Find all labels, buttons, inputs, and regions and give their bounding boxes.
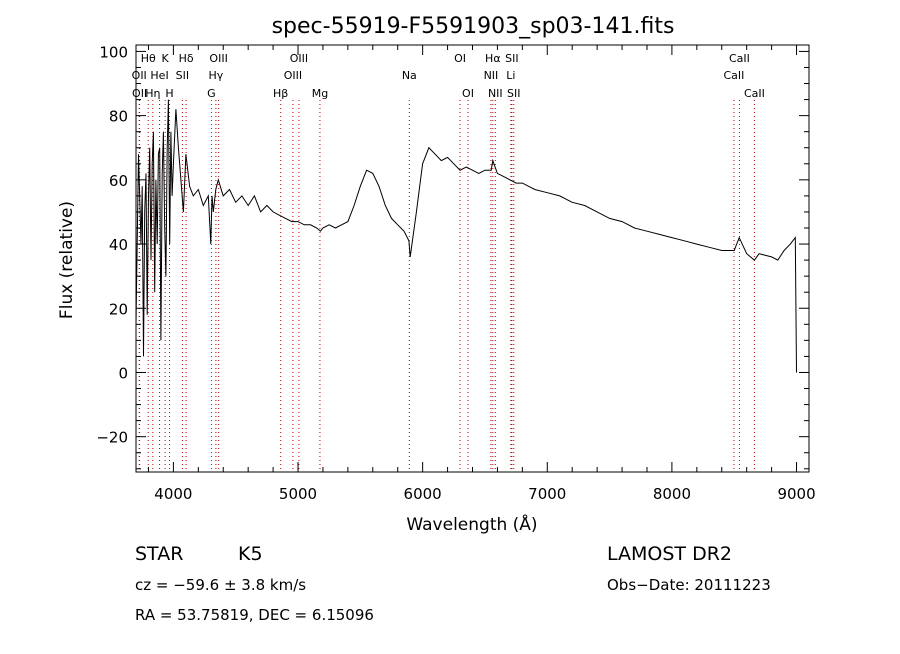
- line-label-25: CaII: [724, 69, 745, 82]
- x-tick-label-1: 5000: [279, 485, 317, 503]
- line-label-11: OIII: [209, 52, 227, 65]
- line-label-12: Hβ: [273, 87, 288, 100]
- line-label-18: OI: [462, 87, 474, 100]
- x-tick-label-5: 9000: [777, 485, 815, 503]
- spectrum-series: [135, 99, 797, 373]
- x-tick-label-4: 8000: [653, 485, 691, 503]
- y-axis-label: Flux (relative): [57, 201, 77, 319]
- line-label-6: H: [165, 87, 173, 100]
- coordinates: RA = 53.75819, DEC = 6.15096: [135, 606, 374, 624]
- line-label-20: Hα: [485, 52, 501, 65]
- line-label-8: Hδ: [179, 52, 194, 65]
- line-label-17: OI: [454, 52, 466, 65]
- line-label-22: Li: [506, 69, 515, 82]
- line-label-2: Hθ: [141, 52, 156, 65]
- y-tick-label-3: 40: [109, 236, 128, 254]
- line-label-16: Na: [402, 69, 417, 82]
- x-tick-label-0: 4000: [154, 485, 192, 503]
- x-tick-label-2: 6000: [404, 485, 442, 503]
- x-tick-label-3: 7000: [528, 485, 566, 503]
- line-label-10: Hγ: [208, 69, 223, 82]
- survey-name: LAMOST DR2: [607, 543, 732, 565]
- object-subclass: K5: [238, 543, 263, 565]
- line-label-5: K: [162, 52, 170, 65]
- line-label-9: G: [207, 87, 216, 100]
- y-tick-label-6: 100: [99, 43, 128, 61]
- line-label-26: CaII: [729, 52, 750, 65]
- line-label-4: HeI: [150, 69, 168, 82]
- line-label-13: OIII: [284, 69, 302, 82]
- y-tick-label-2: 20: [109, 300, 128, 318]
- y-tick-label-1: 0: [118, 364, 128, 382]
- line-label-21: NII: [488, 87, 503, 100]
- line-label-19: NII: [484, 69, 499, 82]
- object-class: STAR: [135, 543, 183, 565]
- observation-date: Obs−Date: 20111223: [607, 576, 771, 594]
- y-tick-label-4: 60: [109, 172, 128, 190]
- spectrum-line-0: [135, 99, 797, 373]
- plot-frame: [135, 44, 810, 473]
- redshift-cz: cz = −59.6 ± 3.8 km/s: [135, 576, 306, 594]
- line-label-14: OIII: [290, 52, 308, 65]
- line-label-0: OII: [132, 69, 147, 82]
- y-tick-label-0: −20: [96, 429, 128, 447]
- line-label-23: SII: [505, 52, 518, 65]
- axes: 4000 5000 6000 7000 8000 9000 −20 0 20 40 60 80 100: [96, 43, 815, 503]
- chart-title: spec-55919-F5591903_sp03-141.fits: [272, 14, 675, 39]
- line-label-27: CaII: [744, 87, 765, 100]
- line-label-7: SII: [176, 69, 189, 82]
- x-axis-label: Wavelength (Å): [406, 513, 537, 535]
- line-label-3: Hη: [145, 87, 160, 100]
- y-tick-label-5: 80: [109, 108, 128, 126]
- line-markers: OIIOIIHθHηHeIKHSIIHδGHγOIIIHβOIIIOIIIMgN…: [132, 52, 765, 472]
- line-label-24: SII: [507, 87, 520, 100]
- line-label-15: Mg: [312, 87, 328, 100]
